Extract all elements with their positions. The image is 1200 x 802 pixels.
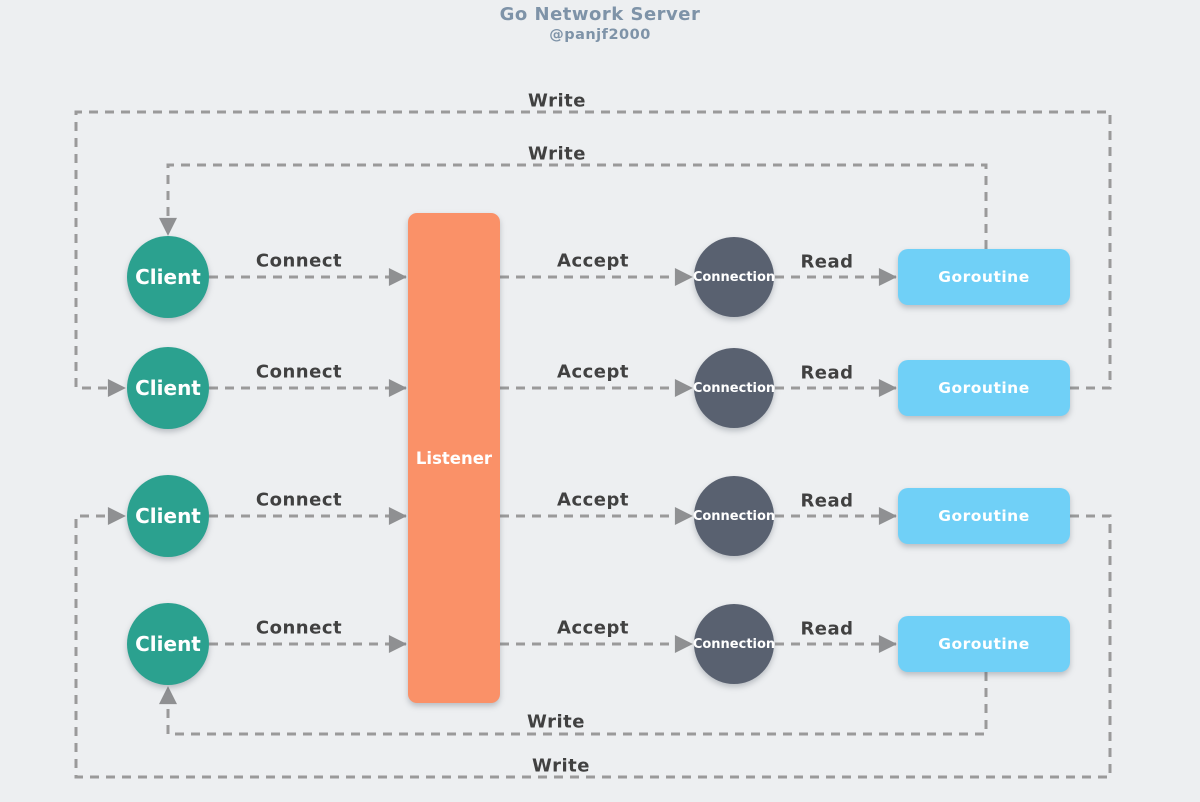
read-edge-label-row2: Read <box>800 362 854 384</box>
goroutine-node-4: Goroutine <box>898 616 1070 672</box>
connection-label: Connection <box>692 636 776 652</box>
accept-edge-label-row2: Accept <box>557 361 629 383</box>
connect-edge-label-row1: Connect <box>255 250 343 272</box>
write-edge-label-inner-top: Write <box>528 143 586 165</box>
connect-edge-label-row3: Connect <box>255 489 343 511</box>
connect-edge-label-row4: Connect <box>255 617 343 639</box>
connection-label: Connection <box>692 269 776 285</box>
goroutine-label: Goroutine <box>938 507 1030 525</box>
goroutine-node-1: Goroutine <box>898 249 1070 305</box>
write-edge-inner-bottom <box>159 672 988 736</box>
client-label: Client <box>135 632 201 656</box>
connection-node-4: Connection <box>692 604 776 684</box>
write-edge-outer-bottom <box>74 507 1112 779</box>
client-label: Client <box>135 504 201 528</box>
diagram-title: Go Network Server <box>499 4 701 25</box>
accept-edge-label-row4: Accept <box>557 617 629 639</box>
write-edge-label-outer-top: Write <box>528 90 586 112</box>
goroutine-label: Goroutine <box>938 379 1030 397</box>
goroutine-node-2: Goroutine <box>898 360 1070 416</box>
connection-label: Connection <box>692 380 776 396</box>
client-label: Client <box>135 265 201 289</box>
listener-node: Listener <box>408 213 500 703</box>
goroutine-label: Goroutine <box>938 268 1030 286</box>
client-node-2: Client <box>127 347 209 429</box>
client-node-4: Client <box>127 603 209 685</box>
read-edge-label-row1: Read <box>800 251 854 273</box>
accept-edge-label-row3: Accept <box>557 489 629 511</box>
read-edge-label-row3: Read <box>800 490 854 512</box>
write-edge-label-inner-bottom: Write <box>527 711 585 733</box>
connection-label: Connection <box>692 508 776 524</box>
client-node-3: Client <box>127 475 209 557</box>
connection-node-1: Connection <box>692 237 776 317</box>
write-edge-label-outer-bottom: Write <box>532 755 590 777</box>
write-edge-inner-top <box>159 163 988 249</box>
connection-node-3: Connection <box>692 476 776 556</box>
diagram-author: @panjf2000 <box>549 27 651 43</box>
goroutine-node-3: Goroutine <box>898 488 1070 544</box>
goroutine-label: Goroutine <box>938 635 1030 653</box>
client-node-1: Client <box>127 236 209 318</box>
write-edge-outer-top <box>74 110 1112 397</box>
read-edge-label-row4: Read <box>800 618 854 640</box>
accept-edge-label-row1: Accept <box>557 250 629 272</box>
client-label: Client <box>135 376 201 400</box>
listener-label: Listener <box>415 448 493 468</box>
connect-edge-label-row2: Connect <box>255 361 343 383</box>
connection-node-2: Connection <box>692 348 776 428</box>
